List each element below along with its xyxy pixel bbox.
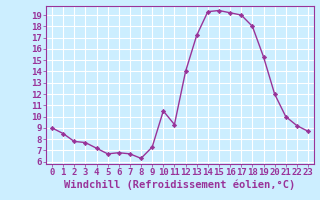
X-axis label: Windchill (Refroidissement éolien,°C): Windchill (Refroidissement éolien,°C) [64, 180, 296, 190]
